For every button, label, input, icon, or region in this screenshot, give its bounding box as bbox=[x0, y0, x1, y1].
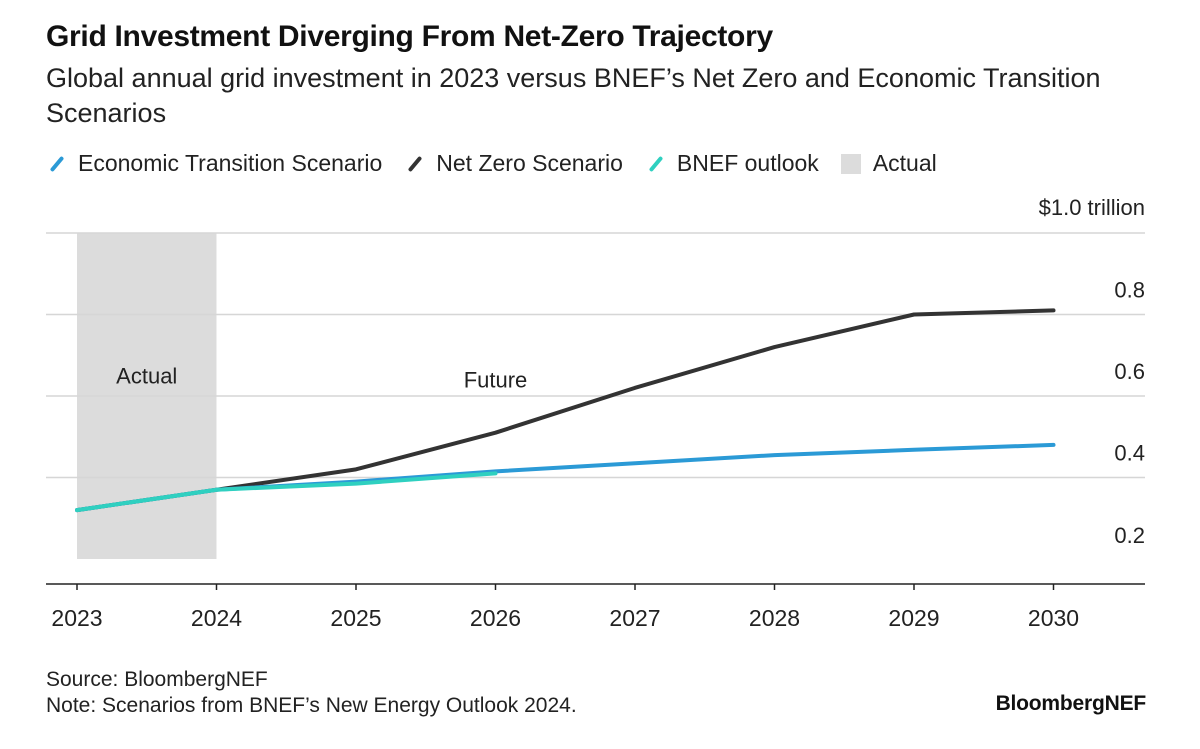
legend-swatch-net-zero bbox=[407, 155, 423, 172]
y-tick-label-0: 0.2 bbox=[1114, 523, 1145, 548]
y-tick-label-4: $1.0 trillion bbox=[1039, 195, 1145, 220]
note-text: Note: Scenarios from BNEF’s New Energy O… bbox=[46, 694, 577, 717]
series-line-net-zero-scenario bbox=[75, 308, 1056, 513]
legend-swatch-bnef-outlook bbox=[648, 155, 664, 172]
source-text: Source: BloombergNEF bbox=[46, 668, 268, 691]
legend-item-actual: Actual bbox=[840, 150, 937, 177]
legend-label-bnef-outlook: BNEF outlook bbox=[676, 150, 819, 176]
legend-item-economic-transition: Economic Transition Scenario bbox=[46, 150, 382, 177]
legend-swatch-actual bbox=[840, 153, 861, 174]
footer-notes: Source: BloombergNEF Note: Scenarios fro… bbox=[46, 667, 577, 719]
x-tick-label-5: 2028 bbox=[749, 605, 800, 631]
y-tick-label-3: 0.8 bbox=[1114, 278, 1145, 303]
annotation-actual: Actual bbox=[116, 364, 177, 389]
line-chart: 0.2 0.4 0.6 0.8 $1.0 trillion 2023 2024 2025 202… bbox=[46, 195, 1145, 631]
legend-swatch-economic-transition bbox=[49, 155, 65, 172]
legend-label-actual: Actual bbox=[872, 150, 937, 176]
x-tick-label-4: 2027 bbox=[609, 605, 660, 631]
series-line-bnef-outlook bbox=[75, 471, 498, 513]
x-tick-label-6: 2029 bbox=[888, 605, 939, 631]
x-tick-label-1: 2024 bbox=[191, 605, 242, 631]
legend-item-net-zero: Net Zero Scenario bbox=[404, 150, 623, 177]
x-tick-label-3: 2026 bbox=[470, 605, 521, 631]
x-tick-label-7: 2030 bbox=[1028, 605, 1079, 631]
y-tick-label-1: 0.4 bbox=[1114, 441, 1145, 466]
chart-title: Grid Investment Diverging From Net-Zero … bbox=[46, 20, 773, 53]
x-tick-label-2: 2025 bbox=[330, 605, 381, 631]
annotation-future: Future bbox=[464, 368, 528, 393]
bloombergnef-logo: BloombergNEF bbox=[995, 692, 1147, 715]
legend: Economic Transition Scenario Net Zero Sc… bbox=[46, 150, 959, 177]
legend-item-bnef-outlook: BNEF outlook bbox=[645, 150, 819, 177]
chart-subtitle: Global annual grid investment in 2023 ve… bbox=[46, 63, 1101, 128]
y-tick-label-2: 0.6 bbox=[1114, 359, 1145, 384]
x-tick-label-0: 2023 bbox=[51, 605, 102, 631]
legend-label-net-zero: Net Zero Scenario bbox=[436, 150, 623, 176]
legend-label-economic-transition: Economic Transition Scenario bbox=[78, 150, 383, 176]
